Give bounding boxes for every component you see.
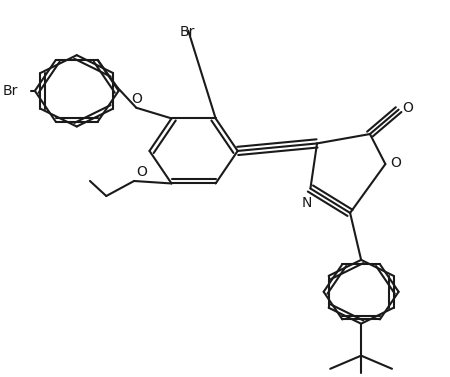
Text: Br: Br bbox=[180, 25, 195, 39]
Text: O: O bbox=[136, 165, 147, 179]
Text: O: O bbox=[391, 156, 401, 170]
Text: Br: Br bbox=[3, 84, 18, 98]
Text: N: N bbox=[302, 196, 312, 210]
Text: O: O bbox=[402, 101, 413, 115]
Text: O: O bbox=[131, 92, 142, 106]
